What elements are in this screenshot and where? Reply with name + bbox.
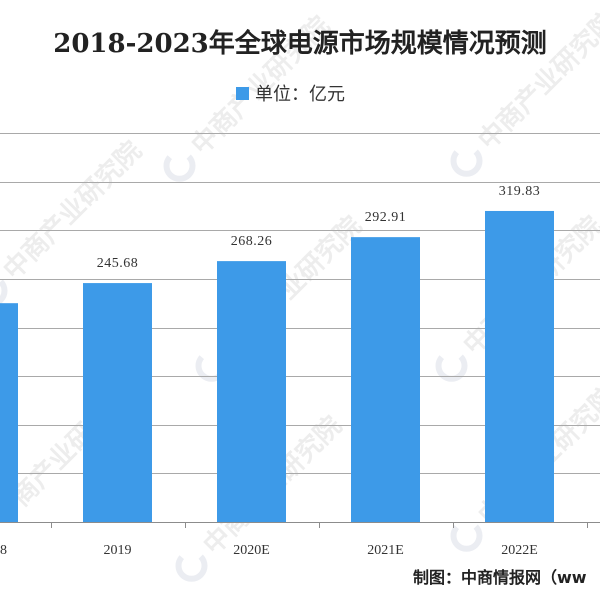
watermark-logo-icon	[435, 349, 468, 382]
x-tick-label: 2021E	[367, 543, 404, 558]
x-tick-label: 2019	[104, 543, 132, 558]
watermark-logo-icon	[163, 149, 196, 182]
data-label: 319.83	[499, 184, 541, 199]
bar	[485, 210, 554, 522]
legend-swatch	[236, 86, 249, 100]
label-layer: 8 2019 245.68 2020E 268.26 2021E 292.91 2022E 31…	[0, 184, 540, 558]
x-tick-label: 2022E	[501, 543, 538, 558]
bar	[83, 283, 152, 522]
bar	[351, 237, 420, 522]
source-credit: 制图：中商情报网（ww	[413, 568, 587, 587]
watermark-logo-icon	[0, 274, 8, 307]
bar	[217, 261, 286, 522]
data-label: 292.91	[365, 210, 407, 225]
bar	[0, 303, 18, 522]
legend-label: 单位：亿元	[255, 84, 345, 105]
bar-layer	[0, 210, 554, 522]
watermark-logo-icon	[450, 144, 483, 177]
x-tick-label: 8	[0, 543, 7, 558]
watermark-logo-icon	[175, 549, 208, 582]
data-label: 268.26	[231, 234, 273, 249]
legend: 单位：亿元	[236, 81, 345, 105]
x-tick-label: 2020E	[233, 543, 270, 558]
data-label: 245.68	[97, 256, 139, 271]
chart-title: 2018-2023年全球电源市场规模情况预测	[53, 29, 547, 59]
